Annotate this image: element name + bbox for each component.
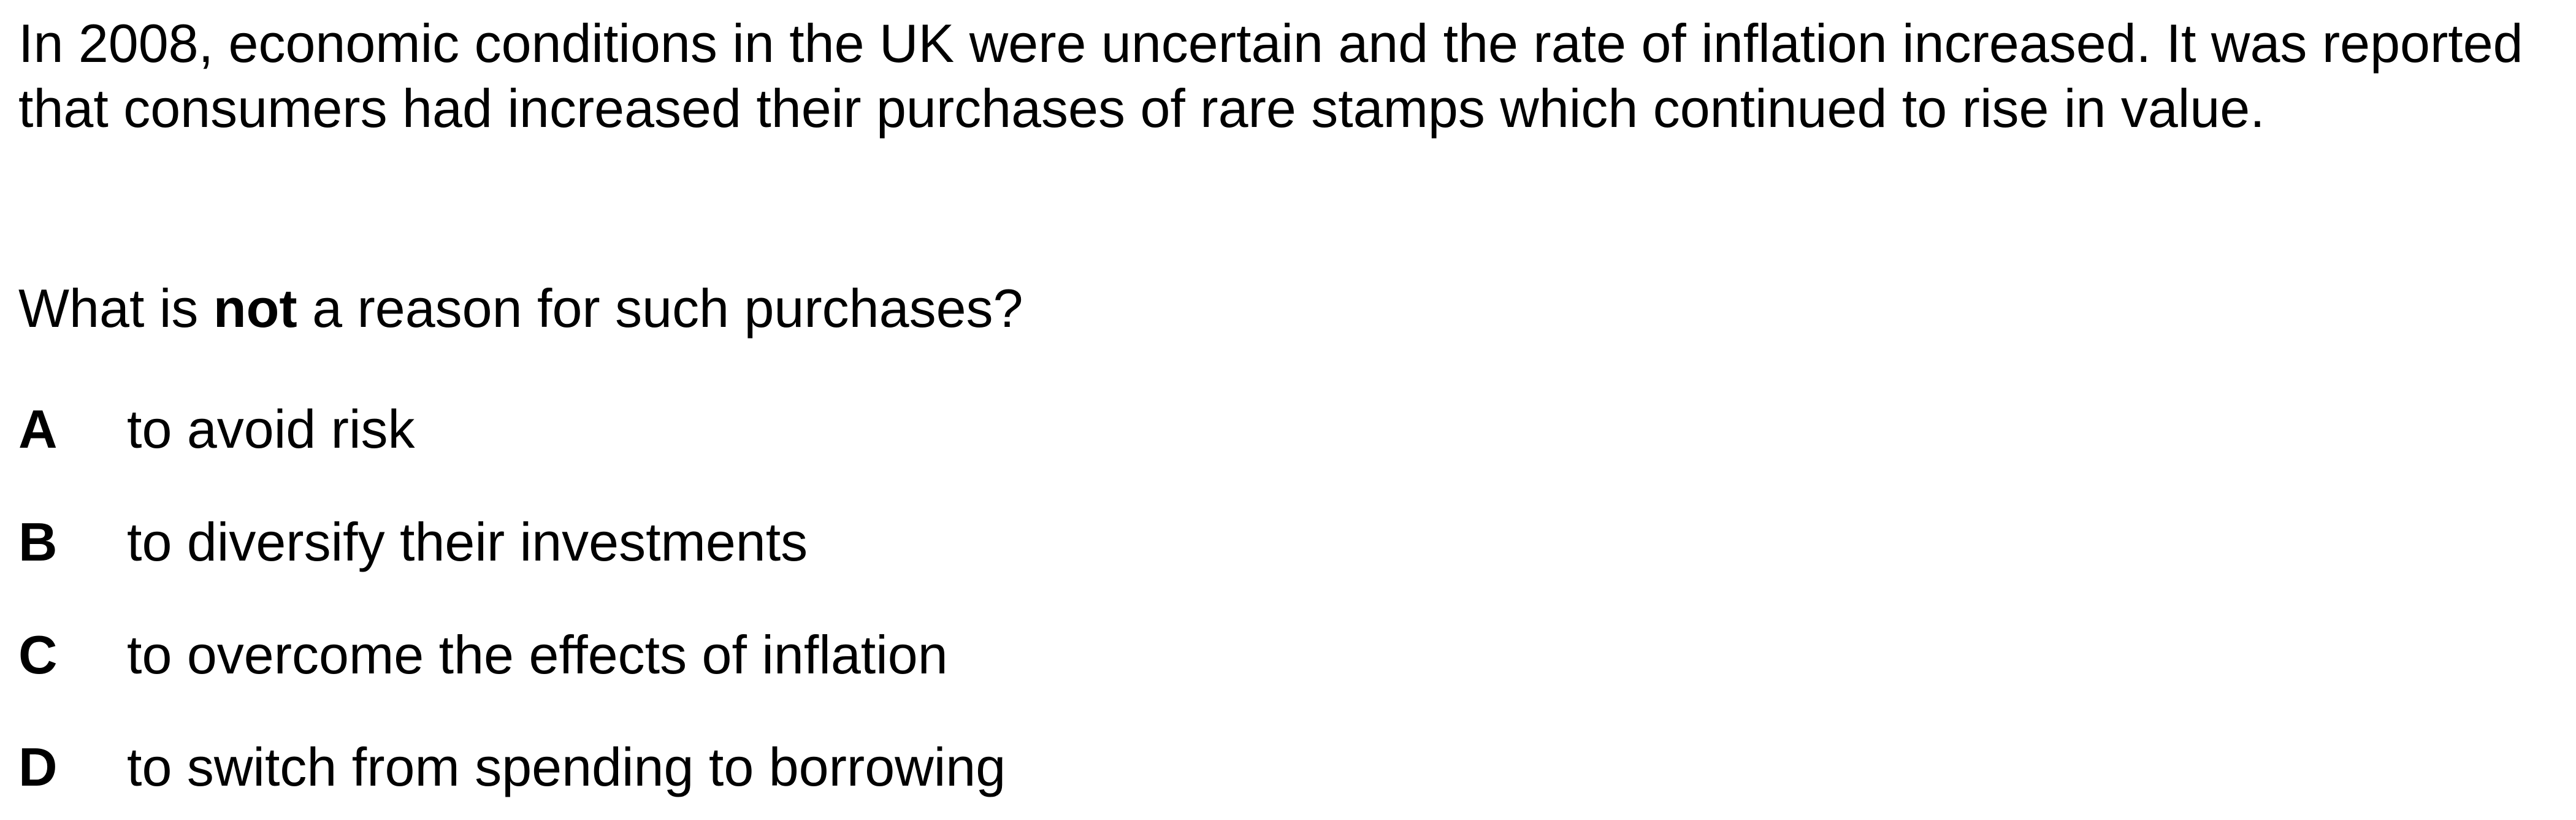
question-stem: In 2008, economic conditions in the UK w… — [18, 13, 2523, 139]
option-letter: C — [18, 624, 58, 685]
option-text: to diversify their investments — [127, 512, 808, 572]
option-letter: A — [18, 399, 58, 459]
option-letter: D — [18, 737, 58, 797]
prompt-before: What is — [18, 278, 213, 339]
option-text: to overcome the effects of inflation — [127, 624, 948, 685]
option-text: to switch from spending to borrowing — [127, 737, 1006, 797]
option-letter: B — [18, 512, 58, 572]
prompt-after: a reason for such purchases? — [297, 278, 1023, 339]
question-prompt: What is not a reason for such purchases? — [18, 276, 1023, 341]
option-text: to avoid risk — [127, 399, 415, 459]
prompt-emphasis: not — [213, 278, 297, 339]
